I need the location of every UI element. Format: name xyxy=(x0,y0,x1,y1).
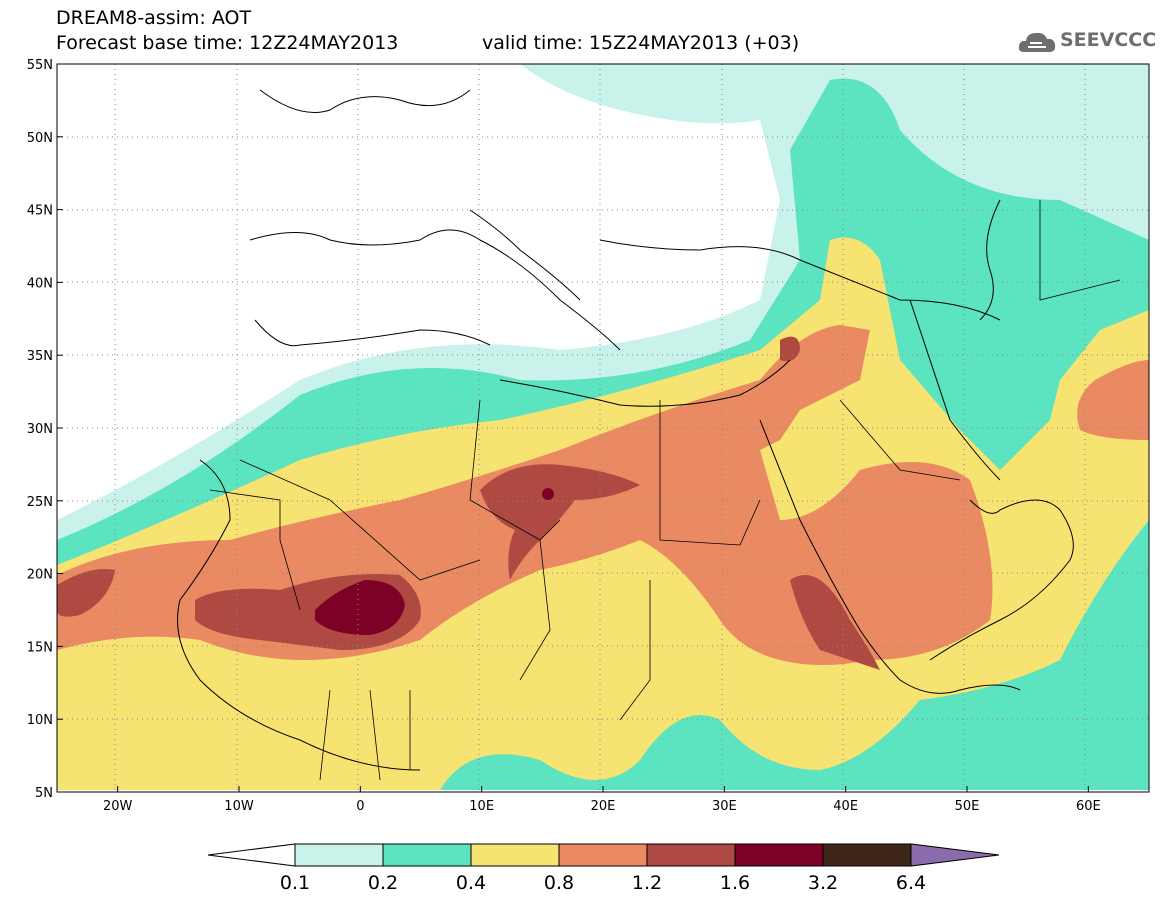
coastlines xyxy=(177,89,1074,771)
lat-label: 20N xyxy=(27,568,53,583)
lon-label: 50E xyxy=(955,799,980,814)
colorbar-label: 6.4 xyxy=(895,872,927,894)
lat-label: 55N xyxy=(27,58,53,73)
colorbar-label: 1.6 xyxy=(719,872,751,894)
colorbar-label: 0.1 xyxy=(279,872,311,894)
colorbar-label: 0.2 xyxy=(367,872,399,894)
colorbar-label: 1.2 xyxy=(631,872,663,894)
cloud-icon xyxy=(1018,32,1056,52)
map-grid xyxy=(57,64,1149,792)
aot-contour-1.6 xyxy=(315,580,405,635)
colorbar-swatch xyxy=(382,843,472,867)
lat-label: 25N xyxy=(27,495,53,510)
colorbar xyxy=(207,843,1000,867)
latitude-labels: 55N 50N 45N 40N 35N 30N 25N 20N 15N 10N 5N xyxy=(27,58,63,801)
map-title: DREAM8-assim: AOT xyxy=(56,7,252,29)
colorbar-swatch xyxy=(294,843,384,867)
aot-field xyxy=(57,64,1149,792)
lon-label: 40E xyxy=(833,799,858,814)
colorbar-swatch xyxy=(822,843,912,867)
colorbar-swatch xyxy=(646,843,736,867)
lon-label: 20W xyxy=(103,799,133,814)
lat-label: 5N xyxy=(35,786,53,801)
lon-label: 10E xyxy=(469,799,494,814)
colorbar-label: 0.8 xyxy=(543,872,575,894)
lat-label: 30N xyxy=(27,422,53,437)
longitude-labels: 20W 10W 0 10E 20E 30E 40E 50E 60E xyxy=(103,786,1101,814)
lat-label: 45N xyxy=(27,204,53,219)
lat-label: 35N xyxy=(27,349,53,364)
lon-label: 30E xyxy=(712,799,737,814)
colorbar-label: 0.4 xyxy=(455,872,487,894)
lon-label: 0 xyxy=(356,799,364,814)
lat-label: 50N xyxy=(27,131,53,146)
country-borders xyxy=(209,200,1121,781)
lat-label: 10N xyxy=(27,713,53,728)
lon-label: 20E xyxy=(591,799,616,814)
logo-text: SEEVCCC xyxy=(1060,29,1157,51)
colorbar-over-arrow xyxy=(910,843,1000,867)
lat-label: 40N xyxy=(27,276,53,291)
colorbar-swatch xyxy=(734,843,824,867)
colorbar-swatch xyxy=(470,843,560,867)
valid-time: valid time: 15Z24MAY2013 (+03) xyxy=(482,32,800,54)
lon-label: 10W xyxy=(224,799,254,814)
colorbar-label: 3.2 xyxy=(807,872,839,894)
colorbar-swatch xyxy=(558,843,648,867)
lat-label: 15N xyxy=(27,640,53,655)
colorbar-under-arrow xyxy=(207,843,296,867)
forecast-base-time: Forecast base time: 12Z24MAY2013 xyxy=(56,32,399,54)
lon-label: 60E xyxy=(1076,799,1101,814)
